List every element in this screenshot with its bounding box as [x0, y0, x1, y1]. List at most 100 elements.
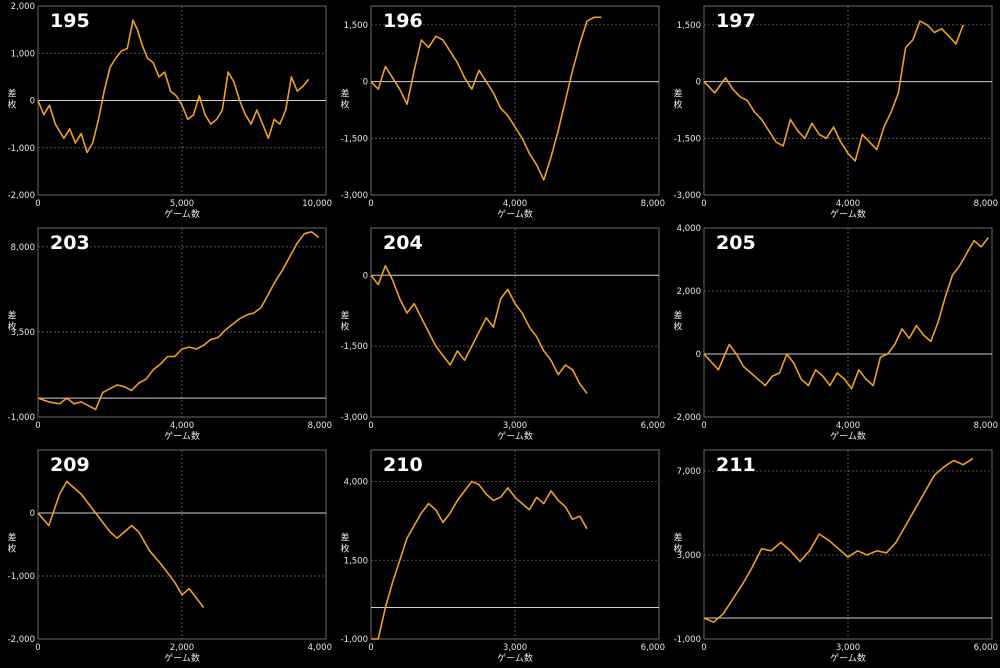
- x-axis-label: ゲーム数: [164, 208, 200, 220]
- x-axis-label: ゲーム数: [497, 430, 533, 442]
- y-axis-label: 差枚: [7, 88, 16, 111]
- x-tick-label: 4,000: [308, 643, 332, 653]
- x-axis-label: ゲーム数: [830, 652, 866, 664]
- x-tick-label: 8,000: [308, 421, 332, 431]
- x-tick-label: 3,000: [503, 421, 527, 431]
- y-tick-label: -1,500: [341, 342, 368, 352]
- series-line: [37, 231, 320, 411]
- x-tick-label: 0: [35, 643, 40, 653]
- y-axis-label: 差枚: [340, 532, 349, 555]
- chart-title: 211: [716, 454, 756, 476]
- x-axis-label: ゲーム数: [164, 430, 200, 442]
- x-tick-label: 6,000: [974, 643, 998, 653]
- chart-title: 205: [716, 232, 756, 254]
- x-axis-label: ゲーム数: [830, 208, 866, 220]
- y-tick-label: -1,000: [8, 572, 35, 582]
- x-tick-label: 0: [701, 643, 706, 653]
- y-tick-label: 1,000: [11, 49, 35, 59]
- y-tick-label: -1,000: [674, 635, 701, 645]
- y-tick-label: 1,500: [344, 21, 368, 31]
- chart-panel-209: -2,000 -1,000 0 0 2,000 4,000 209 ゲーム数 差枚: [7, 449, 332, 664]
- y-tick-label: -3,000: [341, 413, 368, 423]
- y-tick-label: -1,500: [674, 134, 701, 144]
- x-tick-label: 8,000: [974, 421, 998, 431]
- y-tick-label: 3,000: [677, 551, 701, 561]
- x-tick-label: 0: [35, 421, 40, 431]
- chart-title: 203: [50, 232, 90, 254]
- x-tick-label: 3,000: [836, 643, 860, 653]
- chart-title: 195: [50, 10, 90, 32]
- series-line: [703, 457, 974, 623]
- series-line: [371, 480, 588, 640]
- x-tick-label: 5,000: [170, 199, 194, 209]
- chart-panel-203: -1,000 3,500 8,000 0 4,000 8,000 203 ゲーム数 差枚: [7, 227, 332, 442]
- chart-panel-210: -1,000 1,500 4,000 0 3,000 6,000 210 ゲーム数 差枚: [340, 449, 665, 664]
- y-tick-label: -3,000: [674, 191, 701, 201]
- y-tick-label: 2,000: [677, 287, 701, 297]
- x-tick-label: 0: [368, 199, 373, 209]
- y-axis-label: 差枚: [673, 310, 682, 333]
- y-tick-label: 0: [30, 509, 35, 519]
- x-tick-label: 0: [368, 643, 373, 653]
- x-tick-label: 8,000: [974, 199, 998, 209]
- y-axis-label: 差枚: [7, 532, 16, 555]
- y-tick-label: 0: [696, 78, 701, 88]
- y-tick-label: 4,000: [677, 224, 701, 234]
- chart-panel-196: -3,000 -1,500 0 1,500 0 4,000 8,000 196 ゲーム数 差枚: [340, 5, 665, 220]
- x-tick-label: 2,000: [170, 643, 194, 653]
- chart-title: 209: [50, 454, 90, 476]
- x-tick-label: 8,000: [641, 199, 665, 209]
- chart-title: 210: [383, 454, 423, 476]
- y-tick-label: -1,000: [8, 144, 35, 154]
- y-axis-label: 差枚: [673, 532, 682, 555]
- x-tick-label: 0: [368, 421, 373, 431]
- y-tick-label: -1,000: [8, 413, 35, 423]
- x-tick-label: 10,000: [302, 199, 332, 209]
- chart-panel-204: -3,000 -1,500 0 0 3,000 6,000 204 ゲーム数 差枚: [340, 227, 665, 442]
- x-axis-label: ゲーム数: [830, 430, 866, 442]
- series-line: [703, 20, 964, 162]
- x-axis-label: ゲーム数: [497, 208, 533, 220]
- chart-title: 197: [716, 10, 756, 32]
- y-tick-label: 8,000: [11, 243, 35, 253]
- y-tick-label: 0: [363, 78, 368, 88]
- y-tick-label: 1,500: [677, 21, 701, 31]
- y-tick-label: 7,000: [677, 467, 701, 477]
- series-line: [37, 480, 205, 608]
- x-tick-label: 3,000: [503, 643, 527, 653]
- y-tick-label: 3,500: [11, 328, 35, 338]
- chart-title: 196: [383, 10, 423, 32]
- y-axis-label: 差枚: [340, 310, 349, 333]
- x-axis-label: ゲーム数: [497, 652, 533, 664]
- y-tick-label: 4,000: [344, 478, 368, 488]
- x-tick-label: 6,000: [641, 421, 665, 431]
- chart-title: 204: [383, 232, 423, 254]
- y-tick-label: -2,000: [8, 191, 35, 201]
- series-line: [37, 19, 310, 154]
- y-tick-label: -3,000: [341, 191, 368, 201]
- y-tick-label: 2,000: [11, 2, 35, 12]
- y-axis-label: 差枚: [7, 310, 16, 333]
- y-tick-label: 1,500: [344, 556, 368, 566]
- x-tick-label: 6,000: [641, 643, 665, 653]
- series-line: [703, 237, 990, 390]
- x-tick-label: 4,000: [836, 199, 860, 209]
- x-tick-label: 4,000: [170, 421, 194, 431]
- y-tick-label: -2,000: [674, 413, 701, 423]
- x-tick-label: 0: [701, 421, 706, 431]
- y-axis-label: 差枚: [673, 88, 682, 111]
- y-tick-label: -1,000: [341, 635, 368, 645]
- x-axis-label: ゲーム数: [164, 652, 200, 664]
- series-line: [370, 16, 602, 181]
- y-tick-label: -2,000: [8, 635, 35, 645]
- y-tick-label: -1,500: [341, 134, 368, 144]
- x-tick-label: 0: [35, 199, 40, 209]
- y-tick-label: 0: [30, 97, 35, 107]
- y-tick-label: 0: [363, 271, 368, 281]
- series-line: [370, 264, 588, 394]
- chart-panel-211: -1,000 3,000 7,000 0 3,000 6,000 211 ゲーム数 差枚: [673, 449, 998, 664]
- y-tick-label: 0: [696, 350, 701, 360]
- chart-panel-197: -3,000 -1,500 0 1,500 0 4,000 8,000 197 ゲーム数 差枚: [673, 5, 998, 220]
- x-tick-label: 4,000: [836, 421, 860, 431]
